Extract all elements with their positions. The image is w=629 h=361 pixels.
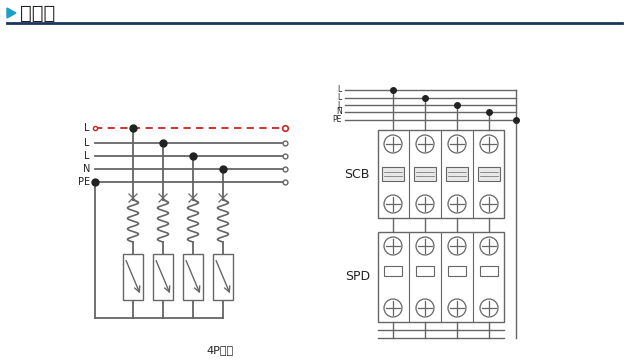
Bar: [213, 254, 233, 300]
Text: 接线图: 接线图: [20, 4, 55, 22]
Circle shape: [384, 299, 402, 317]
Text: L: L: [84, 151, 90, 161]
Bar: [123, 254, 143, 300]
Text: PE: PE: [333, 116, 342, 125]
Bar: [480, 266, 498, 276]
Text: SCB: SCB: [345, 168, 370, 180]
Bar: [446, 167, 468, 181]
Bar: [378, 232, 504, 322]
Circle shape: [448, 135, 466, 153]
Bar: [384, 266, 402, 276]
Circle shape: [416, 237, 434, 255]
Circle shape: [480, 195, 498, 213]
Text: PE: PE: [78, 177, 90, 187]
Text: L: L: [84, 123, 90, 133]
Circle shape: [480, 135, 498, 153]
Bar: [478, 167, 500, 181]
Circle shape: [384, 195, 402, 213]
Polygon shape: [7, 8, 16, 18]
Bar: [448, 266, 466, 276]
Bar: [153, 254, 173, 300]
Text: L: L: [338, 100, 342, 109]
Circle shape: [448, 237, 466, 255]
Text: L: L: [338, 93, 342, 103]
Circle shape: [416, 135, 434, 153]
Circle shape: [384, 237, 402, 255]
Circle shape: [416, 195, 434, 213]
Text: L: L: [84, 138, 90, 148]
Text: N: N: [82, 164, 90, 174]
Bar: [183, 254, 203, 300]
Bar: [416, 266, 434, 276]
Text: N: N: [337, 108, 342, 117]
Bar: [382, 167, 404, 181]
Text: SPD: SPD: [345, 270, 370, 283]
Circle shape: [448, 299, 466, 317]
Circle shape: [480, 237, 498, 255]
Text: L: L: [338, 86, 342, 95]
Text: 4P模式: 4P模式: [206, 345, 233, 355]
Circle shape: [480, 299, 498, 317]
Bar: [378, 130, 504, 218]
Bar: [414, 167, 436, 181]
Circle shape: [384, 135, 402, 153]
Circle shape: [416, 299, 434, 317]
Circle shape: [448, 195, 466, 213]
